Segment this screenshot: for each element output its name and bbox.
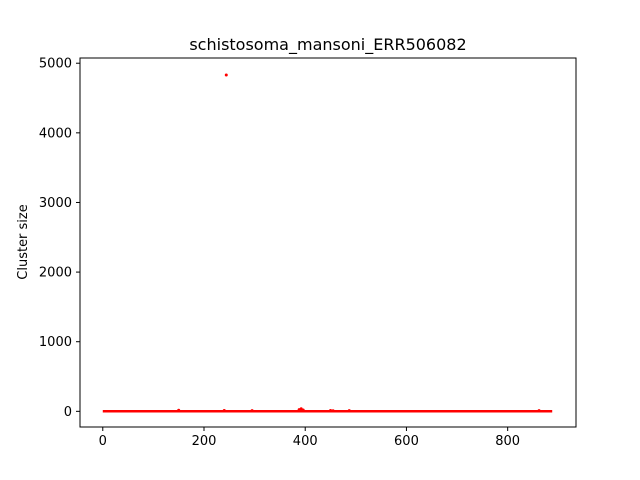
x-tick-label: 0 (99, 434, 107, 449)
chart-title: schistosoma_mansoni_ERR506082 (189, 35, 466, 55)
x-tick-label: 400 (293, 434, 318, 449)
x-tick-label: 600 (394, 434, 419, 449)
data-point (222, 408, 226, 412)
y-tick-label: 3000 (39, 196, 72, 211)
y-axis-label: Cluster size (16, 204, 31, 279)
y-tick-label: 0 (64, 405, 72, 420)
plot-frame (79, 57, 577, 428)
y-tick-label: 1000 (39, 335, 72, 350)
data-point (301, 408, 305, 412)
y-tick-label: 4000 (39, 126, 72, 141)
plot-area (80, 58, 576, 427)
data-point (329, 408, 333, 412)
data-point (347, 409, 351, 413)
y-axis: 0 1000 2000 3000 4000 5000 (39, 57, 80, 420)
y-tick-label: 2000 (39, 266, 72, 281)
x-axis: 0 200 400 600 800 (99, 427, 520, 449)
x-tick-label: 800 (495, 434, 520, 449)
x-tick-label: 200 (192, 434, 217, 449)
data-marks (102, 73, 553, 413)
data-point (537, 409, 541, 413)
data-point (224, 73, 228, 77)
data-point (331, 409, 335, 413)
y-tick-label: 5000 (39, 57, 72, 72)
data-point (250, 409, 254, 413)
data-point (177, 408, 181, 412)
